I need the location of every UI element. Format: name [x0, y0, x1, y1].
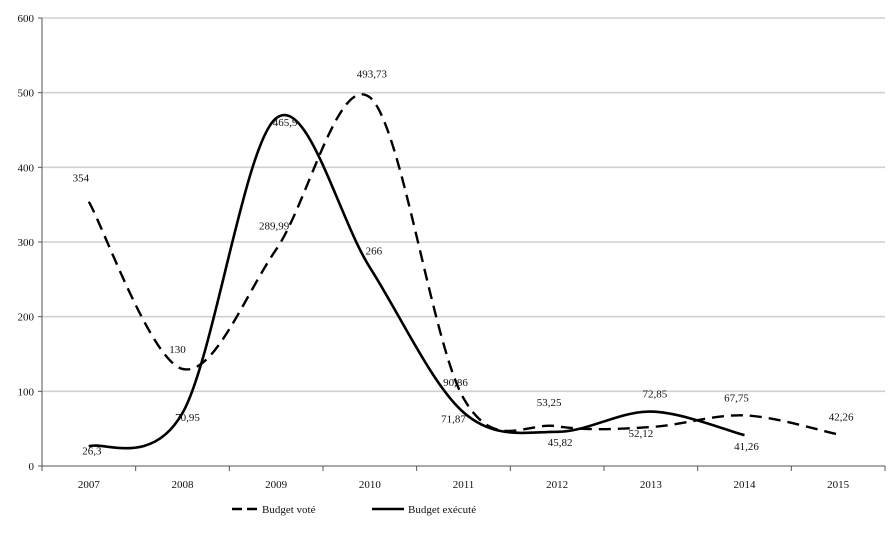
- data-label: 41,26: [734, 441, 759, 453]
- y-tick-label: 500: [18, 88, 35, 100]
- legend: Budget voté Budget exécuté: [232, 504, 476, 516]
- y-tick-label: 100: [18, 386, 35, 398]
- y-tick-label: 300: [18, 237, 35, 249]
- legend-label: Budget voté: [262, 504, 316, 516]
- x-tick-label: 2010: [359, 479, 382, 491]
- data-label: 465,9: [273, 117, 298, 129]
- axes: 0 100 200 300 400 500 600 2007 2008 2009 2010 2011 2…: [18, 13, 886, 491]
- x-tick-label: 2013: [640, 479, 663, 491]
- series-lines: [87, 93, 839, 450]
- data-label: 72,85: [642, 389, 667, 401]
- data-label: 71,87: [441, 413, 466, 425]
- x-tick-label: 2009: [265, 479, 288, 491]
- x-tick-label: 2012: [546, 479, 568, 491]
- gridlines: [42, 17, 885, 393]
- y-tick-label: 600: [18, 13, 35, 25]
- data-label: 53,25: [537, 397, 562, 409]
- data-label: 493,73: [357, 68, 388, 80]
- data-label: 90,86: [443, 377, 468, 389]
- data-label: 354: [73, 173, 90, 185]
- x-tick-label: 2015: [827, 479, 850, 491]
- x-tick-label: 2011: [453, 479, 475, 491]
- y-tick-label: 400: [18, 162, 35, 174]
- data-label: 67,75: [724, 392, 749, 404]
- series-line-budget-vote: [87, 93, 839, 436]
- data-label: 289,99: [259, 220, 290, 232]
- data-label: 45,82: [548, 437, 573, 449]
- y-tick-label: 200: [18, 312, 35, 324]
- y-tick-label: 0: [29, 461, 35, 473]
- data-label: 26,3: [82, 445, 102, 457]
- data-label: 52,12: [628, 428, 653, 440]
- data-label: 42,26: [829, 411, 854, 423]
- data-label: 130: [169, 344, 186, 356]
- data-labels: 354 130 289,99 493,73 90,86 53,25 52,12 67,75 42…: [73, 68, 854, 457]
- x-tick-label: 2014: [734, 479, 757, 491]
- x-tick-label: 2007: [78, 479, 101, 491]
- data-label: 266: [366, 245, 383, 257]
- legend-label: Budget exécuté: [408, 504, 476, 516]
- series-line-budget-execute: [88, 113, 745, 450]
- x-tick-label: 2008: [172, 479, 195, 491]
- data-label: 70,95: [175, 412, 200, 424]
